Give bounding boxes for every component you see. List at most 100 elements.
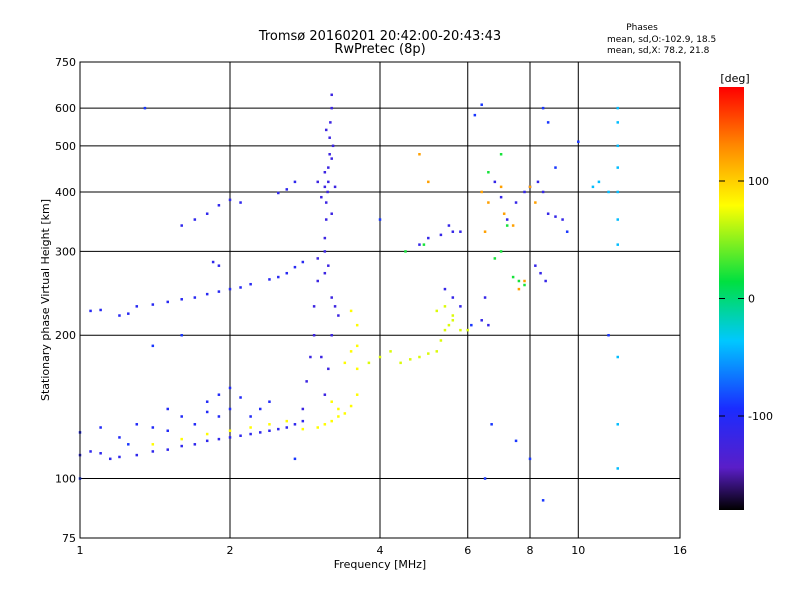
scatter-point bbox=[228, 198, 232, 202]
scatter-point bbox=[127, 443, 130, 446]
scatter-point bbox=[249, 415, 252, 418]
scatter-point bbox=[293, 180, 297, 184]
scatter-point bbox=[523, 279, 526, 283]
x-tick-label: 1 bbox=[77, 544, 84, 557]
scatter-point bbox=[268, 429, 271, 433]
scatter-point bbox=[451, 296, 455, 299]
phases-line-o: mean, sd,O:-102.9, 18.5 bbox=[607, 35, 716, 45]
scatter-point bbox=[326, 190, 329, 194]
scatter-point bbox=[597, 180, 601, 184]
scatter-point bbox=[89, 309, 92, 313]
scatter-point bbox=[180, 333, 183, 337]
x-axis-label: Frequency [MHz] bbox=[334, 558, 426, 571]
scatter-point bbox=[378, 218, 382, 221]
scatter-point bbox=[151, 303, 155, 306]
scatter-point bbox=[118, 314, 121, 317]
colorbar: [deg] 100 0 -100 bbox=[719, 72, 773, 510]
scatter-point bbox=[301, 407, 305, 411]
colorbar-tick-label: 0 bbox=[748, 293, 755, 306]
scatter-point bbox=[151, 344, 155, 348]
scatter-point bbox=[337, 415, 340, 418]
scatter-point bbox=[330, 419, 333, 423]
scatter-point bbox=[616, 467, 619, 470]
scatter-point bbox=[327, 166, 330, 169]
scatter-point bbox=[514, 201, 518, 204]
scatter-point bbox=[544, 279, 547, 283]
scatter-point bbox=[499, 153, 503, 156]
scatter-point bbox=[517, 279, 521, 283]
scatter-point bbox=[554, 215, 557, 218]
scatter-point bbox=[228, 429, 232, 433]
scatter-point bbox=[565, 230, 569, 233]
scatter-point bbox=[355, 367, 359, 371]
scatter-points bbox=[78, 93, 619, 502]
y-tick-label: 300 bbox=[55, 245, 76, 258]
y-tick-label: 200 bbox=[55, 329, 76, 342]
y-axis-ticks: 75 100 200 300 400 500 600 750 bbox=[55, 56, 76, 545]
scatter-point bbox=[349, 309, 353, 313]
scatter-point bbox=[536, 180, 540, 184]
scatter-point bbox=[333, 185, 337, 189]
scatter-point bbox=[217, 393, 221, 396]
scatter-point bbox=[193, 423, 197, 426]
scatter-point bbox=[331, 144, 335, 148]
scatter-point bbox=[323, 236, 327, 240]
scatter-point bbox=[316, 180, 319, 184]
scatter-point bbox=[490, 423, 493, 426]
scatter-point bbox=[285, 419, 289, 423]
scatter-point bbox=[135, 423, 139, 426]
scatter-point bbox=[616, 121, 619, 124]
colorbar-tick-label: -100 bbox=[748, 410, 773, 423]
scatter-point bbox=[277, 275, 280, 279]
scatter-point bbox=[451, 230, 455, 233]
y-tick-label: 600 bbox=[55, 102, 76, 115]
scatter-point bbox=[328, 136, 331, 139]
scatter-point bbox=[480, 103, 483, 106]
scatter-point bbox=[309, 355, 312, 359]
scatter-point bbox=[320, 195, 323, 199]
scatter-point bbox=[205, 400, 209, 403]
scatter-point bbox=[487, 201, 490, 204]
scatter-point bbox=[343, 412, 347, 415]
scatter-point bbox=[323, 250, 327, 253]
scatter-point bbox=[285, 188, 289, 191]
scatter-point bbox=[293, 457, 297, 461]
scatter-point bbox=[239, 396, 242, 399]
scatter-point bbox=[427, 352, 430, 355]
scatter-point bbox=[355, 393, 359, 396]
scatter-point bbox=[422, 243, 426, 246]
scatter-point bbox=[327, 180, 330, 184]
scatter-point bbox=[439, 339, 443, 342]
scatter-point bbox=[399, 361, 402, 365]
scatter-point bbox=[483, 230, 487, 233]
scatter-point bbox=[483, 477, 487, 480]
scatter-point bbox=[217, 264, 221, 267]
scatter-point bbox=[493, 180, 497, 184]
scatter-point bbox=[499, 185, 503, 189]
scatter-point bbox=[193, 296, 197, 299]
scatter-point bbox=[355, 344, 359, 348]
scatter-point bbox=[228, 407, 232, 411]
scatter-point bbox=[205, 432, 209, 436]
scatter-point bbox=[324, 218, 328, 221]
scatter-point bbox=[337, 314, 340, 317]
scatter-point bbox=[323, 271, 327, 275]
scatter-point bbox=[333, 305, 337, 308]
scatter-point bbox=[404, 250, 407, 253]
scatter-point bbox=[349, 404, 353, 408]
scatter-point bbox=[616, 218, 619, 221]
scatter-point bbox=[330, 400, 333, 403]
scatter-point bbox=[205, 410, 209, 414]
scatter-point bbox=[330, 333, 333, 337]
scatter-point bbox=[330, 93, 333, 97]
scatter-point bbox=[323, 170, 327, 174]
scatter-point bbox=[541, 106, 545, 110]
scatter-point bbox=[180, 437, 183, 441]
scatter-point bbox=[285, 426, 289, 429]
x-tick-label: 2 bbox=[227, 544, 234, 557]
scatter-point bbox=[228, 386, 232, 390]
scatter-point bbox=[151, 426, 155, 429]
scatter-point bbox=[502, 212, 506, 215]
scatter-point bbox=[268, 400, 271, 403]
scatter-point bbox=[135, 453, 139, 457]
